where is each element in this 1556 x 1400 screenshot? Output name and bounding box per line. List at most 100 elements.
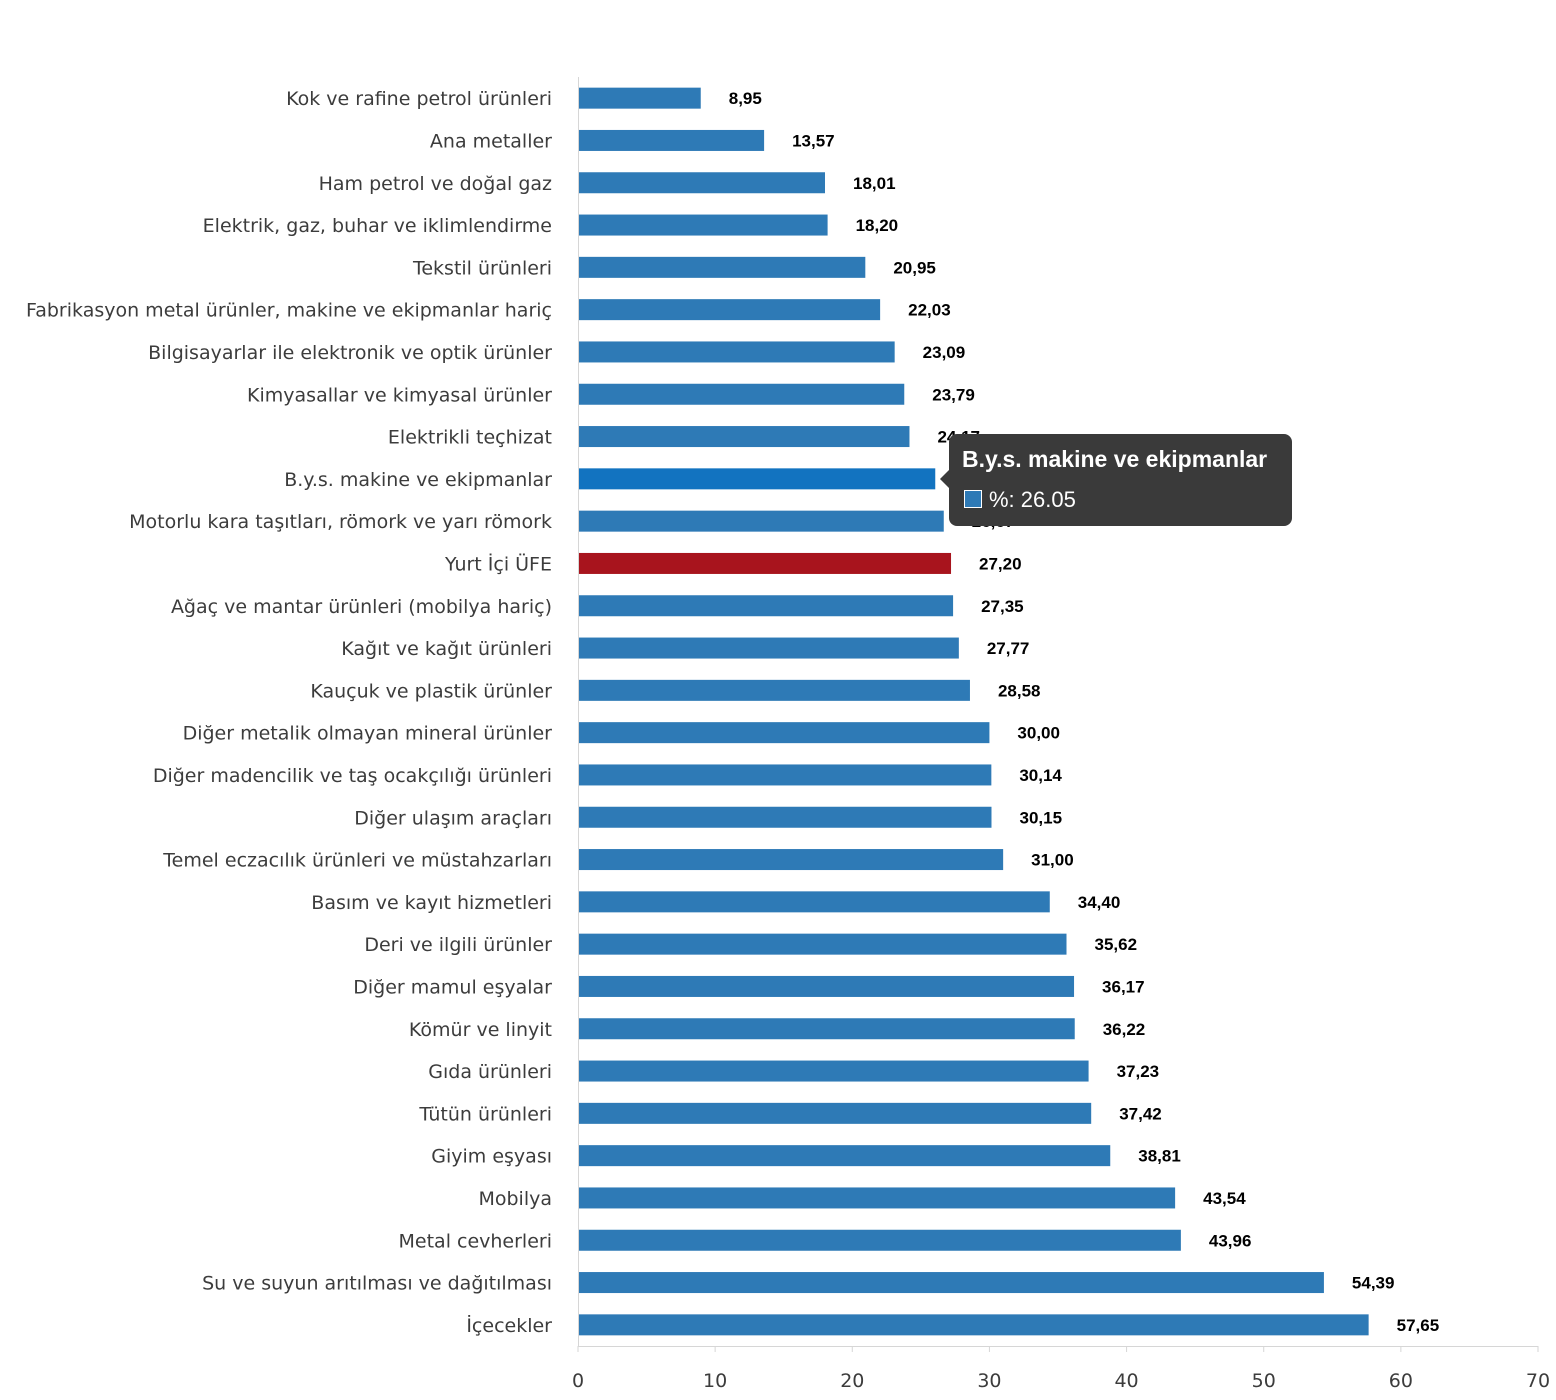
tooltip: B.y.s. makine ve ekipmanlar %: 26.05 xyxy=(940,434,1292,526)
value-label: 27,20 xyxy=(979,554,1022,573)
category-label: Elektrik, gaz, buhar ve iklimlendirme xyxy=(203,215,552,237)
category-label: Gıda ürünleri xyxy=(428,1061,552,1083)
category-label: Kimyasallar ve kimyasal ürünler xyxy=(247,384,552,406)
category-label: Mobilya xyxy=(478,1188,552,1210)
value-label: 30,15 xyxy=(1019,808,1062,827)
category-label: Metal cevherleri xyxy=(399,1230,552,1252)
bar[interactable] xyxy=(579,975,1075,997)
x-tick-label: 0 xyxy=(572,1370,584,1392)
value-label: 35,62 xyxy=(1095,935,1138,954)
category-label: Deri ve ilgili ürünler xyxy=(364,934,552,956)
category-label: Diğer mamul eşyalar xyxy=(353,976,552,998)
bar[interactable] xyxy=(579,849,1004,871)
category-label: Tütün ürünleri xyxy=(418,1103,552,1125)
value-label: 13,57 xyxy=(792,131,835,150)
x-tick-label: 70 xyxy=(1526,1370,1550,1392)
value-label: 54,39 xyxy=(1352,1274,1395,1293)
bar[interactable] xyxy=(579,256,866,278)
x-tick-label: 30 xyxy=(977,1370,1001,1392)
value-label: 30,00 xyxy=(1017,724,1060,743)
bar[interactable] xyxy=(579,214,828,236)
category-label: Ağaç ve mantar ürünleri (mobilya hariç) xyxy=(171,596,552,618)
bar[interactable] xyxy=(579,806,992,828)
category-label: İçecekler xyxy=(466,1314,552,1337)
category-label: Diğer ulaşım araçları xyxy=(354,807,552,829)
x-tick-label: 50 xyxy=(1252,1370,1276,1392)
bar[interactable] xyxy=(579,129,765,151)
bar[interactable] xyxy=(579,552,952,574)
value-label: 37,23 xyxy=(1117,1062,1160,1081)
value-label: 22,03 xyxy=(908,301,951,320)
value-label: 30,14 xyxy=(1019,766,1062,785)
value-label: 8,95 xyxy=(729,89,762,108)
value-labels: 8,95 13,57 18,01 18,20 20,95 22,03 23,09 23,79 2… xyxy=(729,89,1439,1335)
bar[interactable] xyxy=(579,510,944,532)
bar[interactable] xyxy=(579,1187,1176,1209)
bar[interactable] xyxy=(579,383,905,405)
value-label: 20,95 xyxy=(893,258,936,277)
value-label: 43,96 xyxy=(1209,1231,1252,1250)
x-axis-ticks: 0 10 20 30 40 50 60 70 xyxy=(572,1346,1550,1392)
value-label: 31,00 xyxy=(1031,851,1074,870)
bar[interactable] xyxy=(579,1314,1369,1336)
category-label: Motorlu kara taşıtları, römork ve yarı r… xyxy=(129,511,552,533)
value-label: 18,01 xyxy=(853,174,896,193)
category-label: Elektrikli teçhizat xyxy=(388,427,552,449)
category-label: Temel eczacılık ürünleri ve müstahzarlar… xyxy=(162,850,552,872)
value-label: 34,40 xyxy=(1078,893,1121,912)
category-label: Bilgisayarlar ile elektronik ve optik ür… xyxy=(148,342,552,364)
category-label: Diğer madencilik ve taş ocakçılığı ürünl… xyxy=(153,765,552,787)
bar[interactable] xyxy=(579,637,959,659)
tooltip-value: %: 26.05 xyxy=(989,487,1076,512)
x-tick-label: 10 xyxy=(703,1370,727,1392)
category-label: Kağıt ve kağıt ürünleri xyxy=(341,638,552,660)
category-label: Su ve suyun arıtılması ve dağıtılması xyxy=(202,1273,552,1295)
category-label: Kok ve rafine petrol ürünleri xyxy=(286,88,552,110)
bar[interactable] xyxy=(579,1229,1181,1251)
bar[interactable] xyxy=(579,722,990,744)
bar[interactable] xyxy=(579,595,954,617)
bars-layer xyxy=(579,87,1369,1336)
value-label: 37,42 xyxy=(1119,1104,1162,1123)
value-label: 38,81 xyxy=(1138,1147,1181,1166)
category-label: Yurt İçi ÜFE xyxy=(444,552,552,575)
x-tick-label: 60 xyxy=(1389,1370,1413,1392)
bar[interactable] xyxy=(579,341,895,363)
bar[interactable] xyxy=(579,468,936,490)
category-label: Ana metaller xyxy=(430,130,552,152)
bar[interactable] xyxy=(579,933,1067,955)
bar[interactable] xyxy=(579,299,881,321)
tooltip-swatch xyxy=(964,490,982,508)
category-label: Kömür ve linyit xyxy=(409,1019,552,1041)
bar[interactable] xyxy=(579,87,701,109)
bar[interactable] xyxy=(579,1060,1089,1082)
bar[interactable] xyxy=(579,1272,1324,1294)
category-label: Kauçuk ve plastik ürünler xyxy=(310,680,552,702)
x-tick-label: 40 xyxy=(1114,1370,1138,1392)
value-label: 36,17 xyxy=(1102,977,1145,996)
tooltip-title: B.y.s. makine ve ekipmanlar xyxy=(962,446,1268,472)
value-label: 36,22 xyxy=(1103,1020,1146,1039)
bar[interactable] xyxy=(579,764,992,786)
value-label: 27,77 xyxy=(987,639,1030,658)
category-label: Basım ve kayıt hizmetleri xyxy=(311,892,552,914)
value-label: 28,58 xyxy=(998,681,1041,700)
bar[interactable] xyxy=(579,1018,1075,1040)
value-label: 23,09 xyxy=(923,343,966,362)
bar[interactable] xyxy=(579,1145,1111,1167)
value-label: 18,20 xyxy=(856,216,899,235)
value-label: 43,54 xyxy=(1203,1189,1246,1208)
category-label: B.y.s. makine ve ekipmanlar xyxy=(284,469,552,491)
category-label: Fabrikasyon metal ürünler, makine ve eki… xyxy=(26,300,552,322)
category-label: Diğer metalik olmayan mineral ürünler xyxy=(183,723,553,745)
bar[interactable] xyxy=(579,891,1050,913)
value-label: 57,65 xyxy=(1397,1316,1440,1335)
value-label: 23,79 xyxy=(932,385,975,404)
bar[interactable] xyxy=(579,1102,1092,1124)
value-label: 27,35 xyxy=(981,597,1024,616)
bar[interactable] xyxy=(579,679,970,701)
bar[interactable] xyxy=(579,172,825,194)
bar[interactable] xyxy=(579,426,910,448)
category-label: Ham petrol ve doğal gaz xyxy=(319,173,552,195)
